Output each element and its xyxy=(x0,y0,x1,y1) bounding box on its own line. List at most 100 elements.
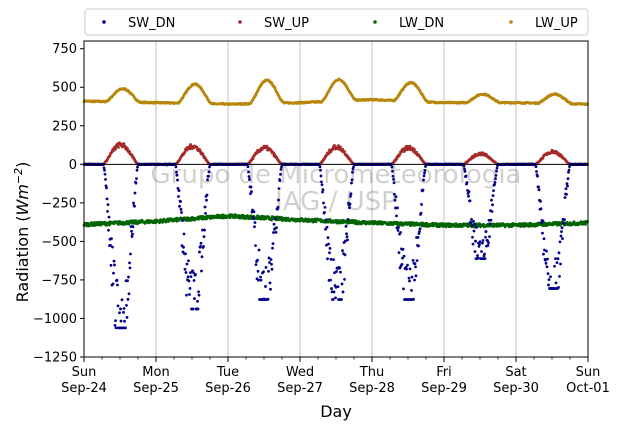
sw-dn-point xyxy=(407,276,411,280)
sw-dn-point xyxy=(191,307,195,311)
sw-dn-point xyxy=(182,245,185,249)
sw-dn-point xyxy=(471,242,475,246)
sw-dn-point xyxy=(107,228,110,232)
sw-dn-point xyxy=(264,266,268,269)
sw-dn-point xyxy=(419,211,423,215)
sw-dn-point xyxy=(402,254,406,258)
y-tick-label-2: 250 xyxy=(52,119,77,134)
legend-label-sw-up: SW_UP xyxy=(264,16,309,31)
x-tick-weekday-5: Fri xyxy=(436,365,452,380)
sw-dn-point xyxy=(113,323,117,327)
sw-dn-point xyxy=(174,165,178,169)
sw-dn-point xyxy=(329,257,333,261)
sw-dn-point xyxy=(127,275,130,279)
sw-dn-point xyxy=(175,173,179,177)
sw-dn-point xyxy=(121,326,125,330)
sw-dn-point xyxy=(398,266,402,270)
sw-dn-point xyxy=(252,210,256,214)
sw-dn-point xyxy=(135,177,138,181)
sw-dn-point xyxy=(491,203,494,207)
sw-dn-point xyxy=(272,222,276,226)
sw-dn-point xyxy=(193,297,196,300)
sw-dn-point xyxy=(346,238,349,242)
sw-dn-point xyxy=(256,269,260,273)
sw-dn-point xyxy=(557,286,560,289)
sw-dn-point xyxy=(112,271,115,275)
sw-dn-point xyxy=(131,232,134,236)
sw-dn-point xyxy=(422,174,426,178)
sw-dn-point xyxy=(259,278,263,282)
sw-dn-point xyxy=(205,193,209,197)
sw-dn-point xyxy=(418,227,422,231)
sw-dn-point xyxy=(103,172,107,176)
sw-dn-point xyxy=(490,198,493,202)
sw-dn-point xyxy=(349,194,352,198)
sw-dn-point xyxy=(186,275,190,279)
sw-dn-point xyxy=(481,241,484,245)
sw-up-point xyxy=(195,145,199,149)
sw-dn-point xyxy=(478,240,482,244)
sw-dn-point xyxy=(332,290,336,294)
sw-dn-point xyxy=(395,214,398,218)
sw-dn-point xyxy=(474,239,477,243)
sw-dn-point xyxy=(423,169,427,172)
sw-dn-point xyxy=(262,270,265,274)
legend-label-lw-dn: LW_DN xyxy=(399,16,444,31)
sw-dn-point xyxy=(318,165,322,169)
sw-dn-point xyxy=(565,182,569,186)
sw-dn-point xyxy=(391,174,395,178)
sw-dn-point xyxy=(135,168,139,172)
sw-dn-point xyxy=(467,194,470,198)
sw-dn-point xyxy=(405,267,408,271)
sw-dn-point xyxy=(279,167,283,171)
sw-dn-point xyxy=(490,210,494,213)
sw-dn-point xyxy=(541,231,544,235)
sw-dn-point xyxy=(478,242,481,246)
sw-dn-point xyxy=(345,235,349,239)
sw-dn-point xyxy=(491,194,495,198)
y-tick-label-7: −1000 xyxy=(33,312,77,327)
sw-dn-point xyxy=(321,188,325,192)
sw-up-point xyxy=(333,144,336,147)
sw-dn-point xyxy=(476,256,480,260)
sw-dn-point xyxy=(401,247,405,251)
sw-dn-point xyxy=(119,307,122,311)
sw-dn-point xyxy=(483,252,486,256)
sw-dn-point xyxy=(118,311,121,315)
sw-dn-point xyxy=(391,169,394,173)
sw-dn-point xyxy=(248,178,251,181)
sw-dn-point xyxy=(556,257,560,261)
sw-dn-point xyxy=(394,206,397,210)
y-tick-label-8: −1250 xyxy=(33,351,77,366)
sw-dn-point xyxy=(181,219,184,222)
sw-dn-point xyxy=(202,245,205,248)
sw-up-point xyxy=(408,144,412,148)
sw-dn-point xyxy=(205,198,208,202)
sw-dn-point xyxy=(269,258,273,261)
sw-dn-point xyxy=(272,231,275,234)
sw-dn-point xyxy=(125,304,128,307)
sw-dn-point xyxy=(472,229,476,233)
sw-dn-point xyxy=(400,263,404,266)
sw-dn-point xyxy=(471,235,474,239)
sw-dn-point xyxy=(266,297,270,301)
sw-dn-point xyxy=(423,171,426,175)
sw-dn-point xyxy=(254,244,257,247)
sw-dn-point xyxy=(488,235,491,239)
sw-dn-point xyxy=(122,310,125,314)
sw-dn-point xyxy=(199,241,203,245)
sw-dn-point xyxy=(184,271,188,274)
sw-dn-point xyxy=(119,319,123,323)
sw-dn-point xyxy=(417,244,420,248)
sw-dn-point xyxy=(176,178,179,182)
sw-dn-point xyxy=(340,282,344,286)
sw-dn-point xyxy=(274,217,277,221)
sw-dn-point xyxy=(178,204,181,208)
sw-up-point xyxy=(117,146,120,149)
sw-dn-point xyxy=(489,218,493,222)
sw-dn-point xyxy=(463,169,467,173)
y-tick-label-6: −750 xyxy=(41,273,77,288)
sw-dn-point xyxy=(257,278,260,282)
sw-dn-point xyxy=(106,210,109,213)
sw-dn-point xyxy=(334,296,337,300)
